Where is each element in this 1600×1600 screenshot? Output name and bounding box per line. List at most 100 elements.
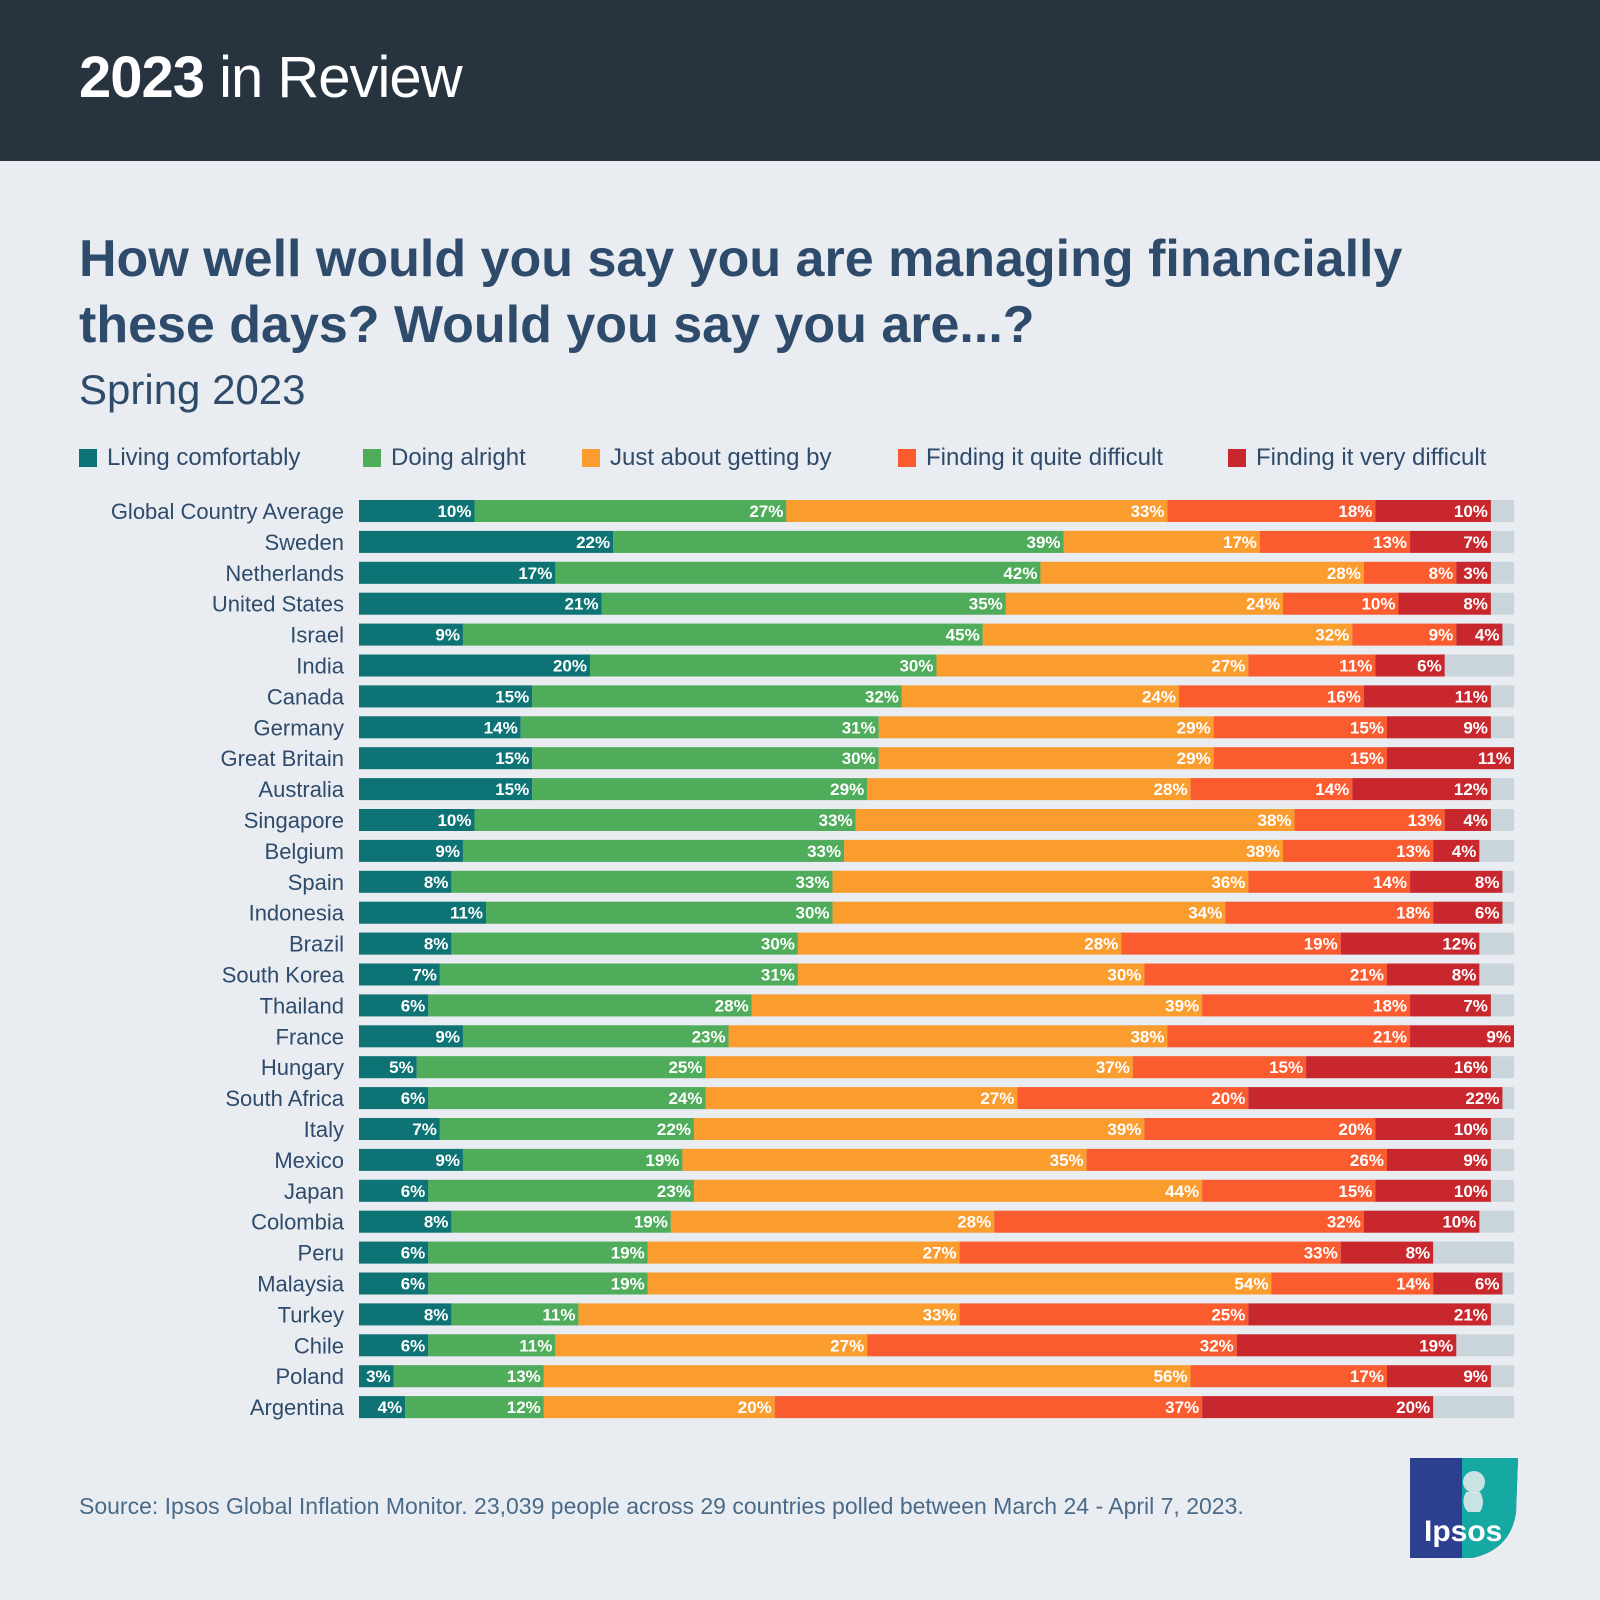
data-label-united-states-finding-it-quite-difficult: 10%	[1361, 595, 1395, 614]
bar-segment-italy-doing-alright	[439, 1118, 694, 1140]
data-label-turkey-finding-it-quite-difficult: 25%	[1211, 1305, 1245, 1324]
data-label-canada-doing-alright: 32%	[865, 687, 899, 706]
data-label-brazil-finding-it-quite-difficult: 19%	[1304, 935, 1338, 954]
bar-segment-netherlands-just-about-getting-by	[1040, 561, 1364, 584]
chart-legend: Living comfortably Doing alright Just ab…	[79, 443, 1539, 473]
data-label-singapore-just-about-getting-by: 38%	[1258, 811, 1292, 830]
data-label-global-country-average-finding-it-quite-difficult: 18%	[1338, 502, 1372, 521]
data-label-netherlands-finding-it-quite-difficult: 8%	[1429, 564, 1454, 583]
bar-segment-argentina-just-about-getting-by	[543, 1396, 775, 1419]
data-label-belgium-finding-it-very-difficult: 4%	[1452, 842, 1477, 861]
data-label-great-britain-finding-it-very-difficult: 11%	[1478, 749, 1511, 768]
data-label-israel-living-comfortably: 9%	[435, 626, 460, 645]
data-label-global-country-average-just-about-getting-by: 33%	[1130, 502, 1164, 521]
category-label-argentina: Argentina	[250, 1395, 345, 1420]
data-label-united-states-doing-alright: 35%	[969, 595, 1003, 614]
bar-segment-colombia-living-comfortably	[359, 1210, 452, 1233]
bar-segment-turkey-finding-it-quite-difficult	[959, 1303, 1249, 1326]
data-label-thailand-finding-it-quite-difficult: 18%	[1373, 996, 1407, 1015]
data-label-peru-living-comfortably: 6%	[401, 1244, 426, 1263]
bar-segment-canada-finding-it-quite-difficult	[1179, 685, 1364, 708]
data-label-germany-living-comfortably: 14%	[484, 718, 518, 737]
bar-segment-france-just-about-getting-by	[728, 1025, 1168, 1048]
category-label-brazil: Brazil	[289, 932, 344, 957]
data-label-netherlands-just-about-getting-by: 28%	[1327, 564, 1361, 583]
bar-segment-mexico-finding-it-quite-difficult	[1086, 1148, 1387, 1171]
data-label-india-just-about-getting-by: 27%	[1211, 657, 1245, 676]
data-label-hungary-living-comfortably: 5%	[389, 1058, 414, 1077]
ipsos-logo-graphic: Ipsos	[1410, 1458, 1518, 1558]
data-label-italy-finding-it-very-difficult: 10%	[1454, 1120, 1488, 1139]
data-label-colombia-doing-alright: 19%	[634, 1213, 668, 1232]
data-label-south-korea-living-comfortably: 7%	[412, 966, 437, 985]
data-label-brazil-just-about-getting-by: 28%	[1084, 935, 1118, 954]
data-label-italy-doing-alright: 22%	[657, 1120, 691, 1139]
data-label-poland-finding-it-quite-difficult: 17%	[1350, 1367, 1384, 1386]
data-label-israel-finding-it-quite-difficult: 9%	[1429, 626, 1454, 645]
legend-swatch-living-comfortably	[79, 449, 97, 467]
bar-segment-france-finding-it-quite-difficult	[1167, 1025, 1411, 1048]
bar-segment-global-country-average-finding-it-very-difficult	[1375, 500, 1491, 522]
data-label-israel-doing-alright: 45%	[946, 626, 980, 645]
data-label-france-doing-alright: 23%	[692, 1027, 726, 1046]
bar-segment-hungary-doing-alright	[416, 1056, 706, 1079]
bar-segment-canada-living-comfortably	[359, 685, 533, 708]
bar-segment-japan-finding-it-quite-difficult	[1202, 1179, 1376, 1202]
bar-segment-australia-finding-it-quite-difficult	[1190, 778, 1353, 801]
bar-segment-hungary-finding-it-very-difficult	[1306, 1056, 1491, 1079]
category-label-malaysia: Malaysia	[257, 1272, 345, 1297]
legend-swatch-just-about-getting-by	[582, 449, 600, 467]
data-label-japan-finding-it-very-difficult: 10%	[1454, 1182, 1488, 1201]
category-label-united-states: United States	[212, 592, 344, 617]
bar-segment-south-africa-finding-it-quite-difficult	[1017, 1087, 1249, 1110]
data-label-germany-finding-it-quite-difficult: 15%	[1350, 718, 1384, 737]
data-label-chile-finding-it-quite-difficult: 32%	[1200, 1336, 1234, 1355]
data-label-spain-finding-it-very-difficult: 8%	[1475, 873, 1500, 892]
bar-segment-mexico-living-comfortably	[359, 1148, 463, 1171]
data-label-germany-doing-alright: 31%	[842, 718, 876, 737]
bar-segment-singapore-just-about-getting-by	[855, 809, 1295, 831]
bar-segment-belgium-finding-it-quite-difficult	[1283, 839, 1434, 862]
bar-segment-spain-just-about-getting-by	[832, 870, 1249, 893]
bar-segment-colombia-finding-it-quite-difficult	[994, 1210, 1364, 1233]
data-label-united-states-finding-it-very-difficult: 8%	[1463, 595, 1488, 614]
data-label-germany-finding-it-very-difficult: 9%	[1463, 718, 1488, 737]
data-label-south-africa-doing-alright: 24%	[668, 1089, 702, 1108]
data-label-global-country-average-finding-it-very-difficult: 10%	[1454, 502, 1488, 521]
bar-segment-brazil-doing-alright	[451, 932, 798, 955]
bar-segment-germany-finding-it-very-difficult	[1386, 716, 1491, 739]
data-label-australia-just-about-getting-by: 28%	[1154, 780, 1188, 799]
bar-segment-india-finding-it-quite-difficult	[1248, 654, 1376, 677]
data-label-south-korea-doing-alright: 31%	[761, 966, 795, 985]
bar-segment-united-states-doing-alright	[601, 592, 1006, 615]
data-label-canada-finding-it-quite-difficult: 16%	[1327, 687, 1361, 706]
bar-segment-poland-doing-alright	[393, 1365, 544, 1388]
bar-segment-thailand-finding-it-very-difficult	[1410, 994, 1491, 1017]
bar-segment-united-states-finding-it-quite-difficult	[1283, 592, 1399, 615]
page-title: 2023 in Review	[79, 44, 463, 111]
bar-segment-japan-finding-it-very-difficult	[1375, 1179, 1491, 1202]
data-label-thailand-doing-alright: 28%	[715, 996, 749, 1015]
legend-label-doing-alright: Doing alright	[391, 444, 526, 471]
data-label-belgium-doing-alright: 33%	[807, 842, 841, 861]
data-label-malaysia-finding-it-quite-difficult: 14%	[1396, 1275, 1430, 1294]
bar-segment-brazil-finding-it-quite-difficult	[1121, 932, 1341, 955]
category-label-hungary: Hungary	[261, 1055, 344, 1080]
bar-segment-singapore-finding-it-very-difficult	[1444, 809, 1491, 831]
legend-item-finding-it-very-difficult: Finding it very difficult	[1228, 443, 1486, 473]
data-label-peru-just-about-getting-by: 27%	[923, 1244, 957, 1263]
data-label-south-africa-living-comfortably: 6%	[401, 1089, 426, 1108]
data-label-brazil-living-comfortably: 8%	[424, 935, 449, 954]
bar-segment-south-korea-finding-it-quite-difficult	[1144, 963, 1387, 986]
legend-label-living-comfortably: Living comfortably	[107, 444, 301, 471]
legend-item-living-comfortably: Living comfortably	[79, 443, 300, 473]
bar-segment-sweden-finding-it-very-difficult	[1410, 530, 1491, 553]
data-label-netherlands-finding-it-very-difficult: 3%	[1463, 564, 1488, 583]
bar-segment-mexico-finding-it-very-difficult	[1386, 1148, 1491, 1171]
data-label-turkey-living-comfortably: 8%	[424, 1305, 449, 1324]
bar-segment-hungary-living-comfortably	[359, 1056, 417, 1079]
bar-segment-germany-just-about-getting-by	[878, 716, 1214, 739]
data-label-australia-living-comfortably: 15%	[495, 780, 529, 799]
data-label-malaysia-finding-it-very-difficult: 6%	[1475, 1275, 1500, 1294]
data-label-israel-finding-it-very-difficult: 4%	[1475, 626, 1500, 645]
